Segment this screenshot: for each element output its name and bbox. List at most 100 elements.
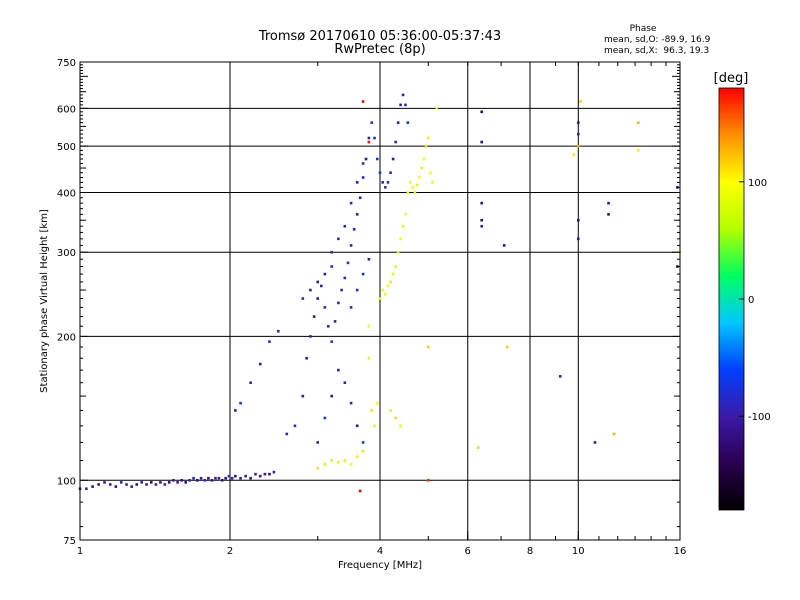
data-point-s2 bbox=[367, 324, 371, 328]
x-tick-label-2: 2 bbox=[227, 546, 233, 557]
data-point-s1 bbox=[343, 224, 347, 228]
data-point-s5 bbox=[367, 140, 371, 144]
data-point-s1 bbox=[361, 162, 365, 165]
data-point-s0 bbox=[172, 478, 175, 482]
data-point-s0 bbox=[188, 478, 191, 482]
data-point-s1 bbox=[316, 280, 320, 284]
data-point-s0 bbox=[230, 476, 234, 480]
data-point-s1 bbox=[330, 340, 334, 343]
x-axis-ticks: 1 2 4 6 8 10 16 bbox=[77, 62, 686, 557]
data-point-s2 bbox=[394, 265, 397, 268]
data-point-s1 bbox=[401, 93, 405, 97]
data-point-s2 bbox=[399, 424, 402, 428]
data-point-s2 bbox=[367, 356, 371, 360]
data-point-s1 bbox=[293, 424, 297, 428]
data-point-s0 bbox=[163, 483, 167, 486]
data-point-s2 bbox=[396, 250, 400, 254]
data-point-s2 bbox=[323, 463, 327, 466]
data-point-s2 bbox=[435, 107, 439, 110]
data-point-s1 bbox=[394, 140, 397, 144]
data-point-s0 bbox=[203, 478, 207, 482]
data-point-s1 bbox=[239, 401, 242, 405]
data-point-s0 bbox=[224, 476, 227, 480]
x-tick-label-8: 8 bbox=[527, 546, 533, 557]
data-point-s1 bbox=[361, 441, 365, 444]
data-point-s4 bbox=[637, 149, 640, 152]
data-point-s3 bbox=[576, 121, 580, 124]
data-point-s0 bbox=[207, 476, 210, 480]
data-point-s1 bbox=[378, 171, 382, 175]
data-point-s1 bbox=[268, 340, 271, 343]
data-point-s0 bbox=[145, 483, 148, 486]
data-point-s1 bbox=[305, 356, 308, 360]
data-point-s0 bbox=[125, 483, 128, 486]
data-point-s2 bbox=[399, 237, 402, 241]
data-point-s0 bbox=[154, 483, 158, 486]
data-point-s1 bbox=[384, 186, 387, 189]
data-point-s4 bbox=[477, 446, 480, 449]
data-point-s1 bbox=[352, 228, 356, 231]
data-point-s0 bbox=[140, 481, 144, 484]
data-point-s1 bbox=[323, 272, 327, 276]
data-point-s0 bbox=[149, 481, 153, 484]
data-point-s1 bbox=[323, 416, 327, 420]
data-point-s0 bbox=[176, 481, 179, 484]
data-point-s2 bbox=[349, 463, 353, 466]
data-point-s2 bbox=[429, 171, 432, 175]
data-point-s1 bbox=[337, 237, 340, 241]
x-tick-label-1: 1 bbox=[77, 546, 83, 557]
data-point-s2 bbox=[418, 176, 421, 179]
data-point-s4 bbox=[576, 144, 580, 148]
data-point-s1 bbox=[367, 257, 371, 261]
data-point-s1 bbox=[406, 121, 410, 124]
data-point-s2 bbox=[355, 455, 359, 459]
data-point-s1 bbox=[327, 324, 330, 328]
data-points bbox=[78, 93, 682, 493]
y-tick-label-400: 400 bbox=[57, 188, 76, 199]
data-point-s1 bbox=[399, 103, 402, 107]
data-point-s0 bbox=[263, 472, 267, 476]
data-point-s2 bbox=[404, 213, 407, 216]
y-tick-label-750: 750 bbox=[57, 58, 76, 69]
data-point-s0 bbox=[114, 485, 118, 488]
data-point-s0 bbox=[239, 476, 242, 480]
data-point-s1 bbox=[301, 394, 305, 398]
data-point-s0 bbox=[159, 481, 162, 484]
data-point-s3 bbox=[558, 375, 562, 378]
data-point-s2 bbox=[330, 459, 334, 462]
data-point-s4 bbox=[612, 432, 616, 436]
data-point-s2 bbox=[422, 157, 426, 161]
data-point-s0 bbox=[97, 483, 100, 486]
data-point-s2 bbox=[361, 449, 365, 453]
data-point-s1 bbox=[337, 368, 340, 372]
colorbar-tick-label: 100 bbox=[748, 178, 767, 189]
data-point-s4 bbox=[637, 121, 640, 124]
data-point-s4 bbox=[572, 153, 576, 156]
data-point-s2 bbox=[413, 191, 417, 194]
data-point-s0 bbox=[91, 485, 94, 488]
data-point-s1 bbox=[375, 157, 379, 161]
data-point-s1 bbox=[373, 136, 376, 140]
y-axis-label: Stationary phase Virtual Height [km] bbox=[39, 209, 50, 393]
data-point-s0 bbox=[130, 485, 134, 488]
data-point-s2 bbox=[426, 136, 430, 140]
data-point-s0 bbox=[217, 476, 221, 480]
data-point-s2 bbox=[337, 461, 340, 464]
data-point-s1 bbox=[320, 284, 323, 288]
data-point-s0 bbox=[258, 474, 262, 478]
data-point-s1 bbox=[323, 306, 327, 309]
x-tick-label-10: 10 bbox=[572, 546, 585, 557]
x-axis-label: Frequency [MHz] bbox=[338, 560, 422, 571]
data-point-s1 bbox=[396, 121, 400, 124]
data-point-s1 bbox=[355, 288, 359, 292]
data-point-s4 bbox=[505, 345, 509, 349]
data-point-s0 bbox=[214, 476, 217, 480]
data-point-s2 bbox=[389, 409, 392, 412]
data-point-s5 bbox=[358, 489, 362, 493]
data-point-s0 bbox=[234, 474, 237, 478]
data-point-s1 bbox=[370, 121, 374, 124]
data-point-s1 bbox=[343, 276, 347, 280]
y-tick-label-75: 75 bbox=[63, 536, 76, 547]
data-point-s1 bbox=[404, 103, 407, 107]
data-point-s2 bbox=[394, 416, 397, 420]
